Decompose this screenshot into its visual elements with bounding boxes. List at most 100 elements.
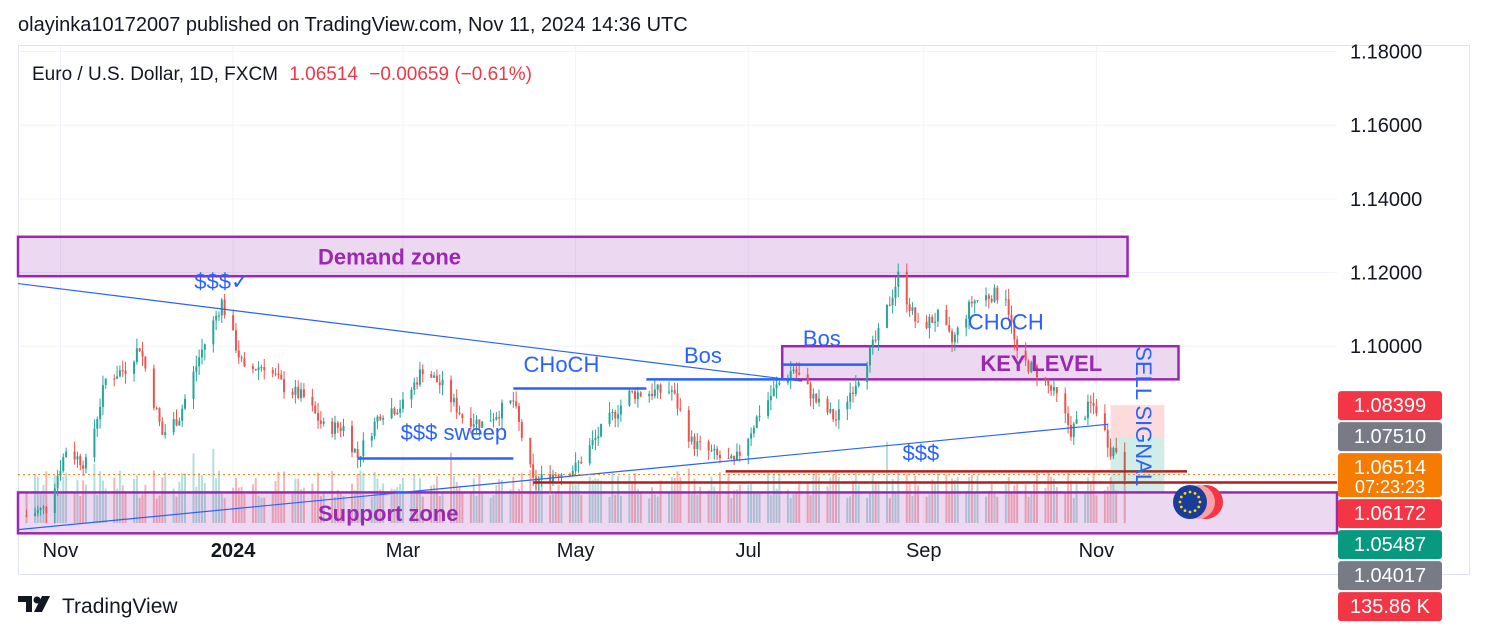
candle-body [571, 471, 574, 476]
candle-body [815, 393, 818, 403]
candle-body [752, 427, 755, 434]
candle-body [101, 385, 104, 407]
candle-body [396, 412, 399, 415]
price-badge [1338, 561, 1442, 591]
candle-body [648, 393, 651, 397]
price-badge [1338, 592, 1442, 622]
candle-body [656, 384, 659, 390]
candle-body [192, 371, 195, 399]
volume-bar [617, 476, 620, 523]
candle-body [283, 379, 286, 393]
volume-bar [135, 475, 138, 523]
candle-body [614, 411, 617, 419]
chart-frame[interactable] [18, 45, 1470, 575]
candle-body [121, 370, 124, 372]
volume-bar [472, 478, 475, 523]
volume-bar [251, 484, 254, 523]
volume-bar [846, 498, 849, 523]
volume-bar [718, 472, 721, 523]
volume-bar [758, 493, 761, 523]
symbol-name: Euro / U.S. Dollar, 1D, FXCM [32, 64, 279, 85]
candle-body [769, 395, 772, 401]
candle-body [1084, 418, 1087, 420]
volume-bar [676, 471, 679, 523]
volume-bar [319, 496, 322, 523]
volume-bar [1004, 484, 1007, 523]
volume-bar [577, 483, 580, 523]
candle-body [263, 367, 266, 371]
candle-body [973, 300, 976, 304]
candle-body [914, 307, 917, 322]
volume-bar [379, 489, 382, 523]
candle-body [925, 321, 928, 329]
volume-bar [260, 497, 263, 523]
volume-bar [390, 488, 393, 523]
volume-bar [155, 498, 158, 523]
x-tick-label: Sep [906, 540, 942, 562]
candle-body [965, 318, 968, 328]
candle-body [628, 390, 631, 406]
candle-body [302, 389, 305, 397]
volume-bar [356, 474, 359, 523]
candle-body [217, 315, 220, 317]
candle-body [1109, 447, 1112, 457]
volume-bar [956, 476, 959, 523]
volume-bar [554, 493, 557, 523]
candle-body [976, 300, 979, 302]
volume-bar [396, 486, 399, 523]
candle-body [993, 287, 996, 302]
candle-body [713, 448, 716, 451]
candle-body [911, 307, 914, 311]
volume-bar [687, 468, 690, 523]
eu-flag-star [1183, 491, 1187, 495]
volume-bar [874, 481, 877, 523]
candle-body [203, 344, 206, 350]
candle-body [498, 417, 501, 419]
volume-bar [195, 486, 198, 523]
volume-bar [710, 476, 713, 523]
drawing-layer [17, 282, 1337, 531]
key-level-zone [780, 344, 1180, 381]
candle-body [574, 462, 577, 472]
candle-body [53, 488, 56, 514]
volume-bar [789, 498, 792, 523]
volume-bar [1072, 498, 1075, 523]
candle-body [237, 350, 240, 358]
volume-bar [362, 472, 365, 523]
candle-body [735, 451, 738, 460]
volume-bar [806, 481, 809, 523]
candle-body [294, 386, 297, 395]
candle-body [809, 384, 812, 399]
candle-body [359, 456, 362, 458]
candle-body [1123, 451, 1126, 481]
candle-body [200, 349, 203, 358]
volume-bar [996, 496, 999, 523]
candle-body [452, 398, 455, 403]
volume-bar [1095, 495, 1098, 523]
volume-bar [993, 494, 996, 523]
candle-body [710, 450, 713, 452]
candle-body [594, 437, 597, 441]
volume-bar [82, 480, 85, 523]
volume-bar [452, 476, 455, 523]
volume-bar [84, 484, 87, 523]
demand-zone-label: Demand zone [318, 245, 461, 270]
footer-brand[interactable]: TradingView [18, 594, 178, 620]
candle-body [888, 304, 891, 306]
volume-bar [1109, 477, 1112, 523]
volume-bar [778, 474, 781, 523]
candle-body [198, 357, 201, 367]
candle-body [917, 321, 920, 323]
volume-bar [911, 496, 914, 523]
candle-body [826, 398, 829, 413]
volume-bar [792, 494, 795, 523]
volume-bar [237, 487, 240, 523]
volume-bar [283, 471, 286, 523]
volume-bar [350, 483, 353, 523]
candle-body [373, 421, 376, 437]
candle-body [342, 425, 345, 432]
candle-body [854, 385, 857, 395]
candle-body [370, 436, 373, 441]
volume-bar [99, 471, 102, 523]
